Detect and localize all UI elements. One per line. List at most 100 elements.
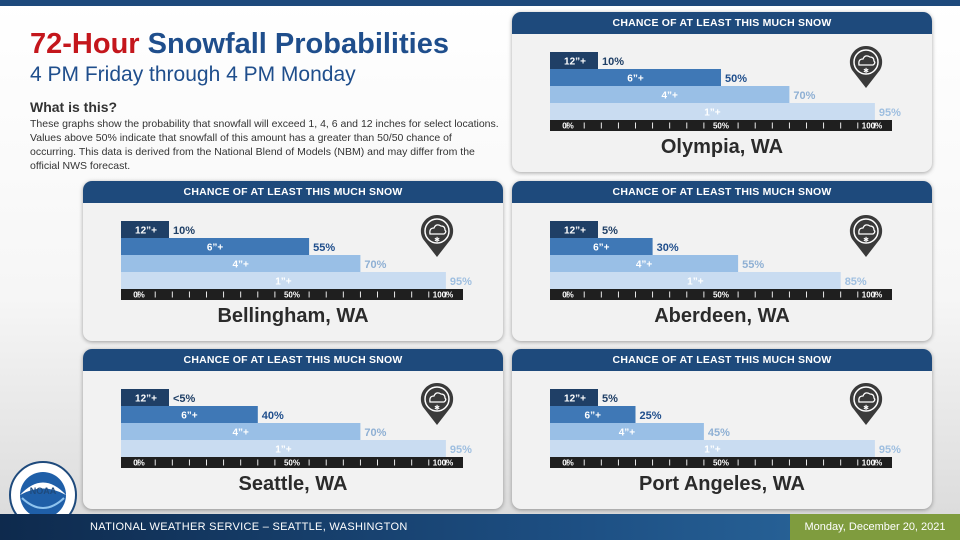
- x-axis-tick-label: 50%: [713, 122, 729, 131]
- snow-cloud-icon: ✱: [420, 214, 454, 257]
- bar-value-label: 95%: [450, 444, 472, 456]
- panel-bellingham: CHANCE OF AT LEAST THIS MUCH SNOW 12”+ 10…: [83, 181, 503, 341]
- bar: [121, 238, 310, 255]
- footer-office: NATIONAL WEATHER SERVICE – SEATTLE, WASH…: [90, 521, 408, 533]
- bar-category-label: 1”+: [275, 445, 292, 456]
- title-highlight: 72-Hour: [30, 28, 140, 60]
- x-axis-tick-label: 0%: [133, 291, 145, 300]
- bar-value-label: 55%: [742, 259, 764, 271]
- x-axis-tick-label: 0%: [562, 459, 574, 468]
- svg-text:✱: ✱: [863, 404, 869, 412]
- snow-probability-chart: 12”+ 5% 6”+ 30% 4”+ 55% 1”+ 85% 0% 50% 100% ✱: [550, 214, 892, 300]
- bar-category-label: 1”+: [704, 445, 721, 456]
- bar: [121, 255, 361, 272]
- snow-probability-chart: 12”+ 10%6”+ 50% 4”+ 70% 1”+ 95% 0% 50% 100% ✱: [550, 45, 901, 131]
- x-axis: [121, 457, 463, 468]
- panel-seattle: CHANCE OF AT LEAST THIS MUCH SNOW 12”+ <5…: [83, 349, 503, 509]
- snow-probability-chart: 12”+ 5%6”+ 25% 4”+ 45% 1”+ 95% 0% 50% 100% ✱: [550, 382, 901, 468]
- bar-category-label: 4”+: [232, 428, 249, 439]
- x-axis: [550, 457, 892, 468]
- svg-text:✱: ✱: [434, 236, 440, 244]
- location-name: Port Angeles, WA: [639, 473, 805, 495]
- bar: [550, 389, 598, 406]
- bar: [550, 52, 598, 69]
- x-axis-tick-label: 0%: [562, 291, 574, 300]
- bar-category-label: 12”+: [564, 226, 586, 237]
- snow-cloud-icon: ✱: [849, 214, 883, 257]
- bar-category-label: 6”+: [593, 243, 610, 254]
- bar-value-label: 85%: [845, 276, 867, 288]
- location-name: Seattle, WA: [238, 473, 348, 495]
- footer-bar: NATIONAL WEATHER SERVICE – SEATTLE, WASH…: [0, 514, 960, 540]
- bar-category-label: 6”+: [181, 411, 198, 422]
- bar: [121, 272, 446, 289]
- bar: [550, 423, 704, 440]
- bar: [550, 238, 653, 255]
- bar: [121, 440, 446, 457]
- bar: [550, 440, 875, 457]
- bar-value-label: 5%: [602, 225, 618, 237]
- noaa-logo: NOAA: [9, 461, 77, 529]
- location-name: Aberdeen, WA: [654, 305, 790, 327]
- page-subtitle: 4 PM Friday through 4 PM Monday: [30, 63, 356, 86]
- panel-header: CHANCE OF AT LEAST THIS MUCH SNOW: [83, 181, 503, 203]
- top-accent-bar: [0, 0, 960, 6]
- panel-port-angeles: CHANCE OF AT LEAST THIS MUCH SNOW 12”+ 5%…: [512, 349, 932, 509]
- x-axis-tick-label: 100%: [433, 291, 453, 300]
- snow-cloud-icon: ✱: [420, 382, 454, 425]
- bar: [121, 423, 361, 440]
- x-axis-tick-label: 50%: [713, 459, 729, 468]
- bar: [550, 272, 841, 289]
- bar-value-label: 70%: [364, 259, 386, 271]
- bar: [550, 221, 598, 238]
- bar-category-label: 12”+: [135, 394, 157, 405]
- explanation-text: These graphs show the probability that s…: [30, 118, 499, 172]
- bar-category-label: 12”+: [564, 57, 586, 68]
- explanation-heading: What is this?: [30, 99, 118, 115]
- panel-aberdeen: CHANCE OF AT LEAST THIS MUCH SNOW 12”+ 5%…: [512, 181, 932, 341]
- x-axis-tick-label: 50%: [284, 291, 300, 300]
- bar-category-label: 4”+: [619, 428, 636, 439]
- bar: [550, 406, 636, 423]
- panel-header: CHANCE OF AT LEAST THIS MUCH SNOW: [512, 181, 932, 203]
- bar-value-label: 50%: [725, 73, 747, 85]
- location-name: Bellingham, WA: [217, 305, 369, 327]
- x-axis-tick-label: 0%: [562, 122, 574, 131]
- bar: [550, 86, 790, 103]
- snow-cloud-icon: ✱: [849, 382, 883, 425]
- x-axis: [550, 289, 892, 300]
- x-axis-tick-label: 100%: [862, 122, 882, 131]
- page-title: 72-Hour Snowfall Probabilities: [30, 28, 449, 61]
- title-rest: Snowfall Probabilities: [139, 28, 449, 60]
- bar-value-label: 70%: [364, 427, 386, 439]
- bar-value-label: 55%: [313, 242, 335, 254]
- bar-category-label: 6”+: [585, 411, 602, 422]
- panel-header: CHANCE OF AT LEAST THIS MUCH SNOW: [83, 349, 503, 371]
- bar-value-label: 30%: [657, 242, 679, 254]
- bar-category-label: 1”+: [704, 108, 721, 119]
- bar: [121, 221, 169, 238]
- x-axis-tick-label: 50%: [713, 291, 729, 300]
- bar-value-label: 95%: [450, 276, 472, 288]
- x-axis-tick-label: 100%: [862, 291, 882, 300]
- bar-value-label: 45%: [708, 427, 730, 439]
- bar-category-label: 12”+: [564, 394, 586, 405]
- bar: [550, 255, 739, 272]
- bar: [121, 389, 169, 406]
- x-axis-tick-label: 0%: [133, 459, 145, 468]
- bar-category-label: 12”+: [135, 226, 157, 237]
- bar-value-label: <5%: [173, 393, 196, 405]
- x-axis: [550, 120, 892, 131]
- snow-probability-chart: 12”+ 10% 6”+ 55% 4”+ 70% 1”+ 95% 0% 50% 100% ✱: [121, 214, 472, 300]
- x-axis-tick-label: 50%: [284, 459, 300, 468]
- bar-value-label: 10%: [602, 56, 624, 68]
- bar-category-label: 6”+: [207, 243, 224, 254]
- bar-value-label: 10%: [173, 225, 195, 237]
- bar-value-label: 70%: [793, 90, 815, 102]
- bar: [550, 69, 721, 86]
- panel-olympia: CHANCE OF AT LEAST THIS MUCH SNOW 12”+ 10…: [512, 12, 932, 172]
- bar-category-label: 1”+: [687, 277, 704, 288]
- bar-category-label: 6”+: [627, 74, 644, 85]
- bar-value-label: 95%: [879, 107, 901, 119]
- x-axis-tick-label: 100%: [862, 459, 882, 468]
